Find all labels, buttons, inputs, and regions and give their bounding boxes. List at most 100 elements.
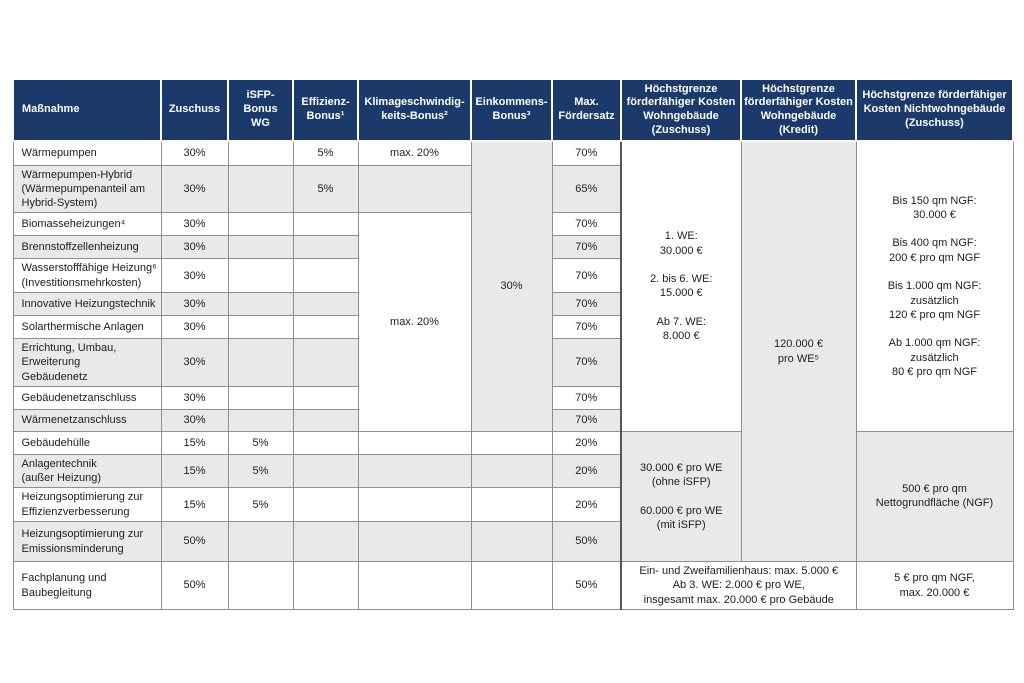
- value-cell: 50%: [551, 561, 622, 610]
- table-row: Wasserstofffähige Heizung⁶ (Investitions…: [12, 258, 1013, 293]
- column-header: Höchstgrenze förderfähiger Kosten Wohnge…: [620, 78, 742, 142]
- empty-cell: [357, 453, 472, 489]
- measure-cell: Wasserstofffähige Heizung⁶ (Investitions…: [12, 258, 162, 293]
- measure-cell: Heizungsoptimierung zur Effizienzverbess…: [12, 487, 162, 523]
- empty-cell: [470, 487, 553, 523]
- empty-cell: [292, 258, 359, 293]
- empty-cell: [357, 521, 472, 563]
- empty-cell: [292, 212, 359, 237]
- column-header: Effizienz- Bonus¹: [292, 78, 359, 142]
- table-row: Heizungsoptimierung zur Emissionsminderu…: [12, 521, 1013, 563]
- value-cell: 1. WE: 30.000 € 2. bis 6. WE: 15.000 € A…: [620, 140, 742, 432]
- table-body: Wärmepumpen 30% 5% max. 20% 30% 70% 1. WE: 30.…: [12, 140, 1014, 610]
- value-cell: 70%: [551, 408, 622, 432]
- measure-cell: Anlagentechnik (außer Heizung): [12, 453, 162, 489]
- value-cell: 30%: [160, 385, 229, 410]
- table-row: Wärmenetzanschluss 30% 70%: [12, 408, 1013, 432]
- value-cell: 70%: [551, 314, 622, 339]
- value-cell: 5%: [227, 487, 294, 523]
- value-cell: 20%: [551, 487, 622, 523]
- value-cell: 30%: [160, 235, 229, 260]
- column-header: Max. Fördersatz: [551, 78, 622, 142]
- value-cell: 30%: [160, 164, 229, 214]
- value-cell: Bis 150 qm NGF: 30.000 € Bis 400 qm NGF:…: [855, 140, 1014, 432]
- column-header: Maßnahme: [12, 78, 162, 142]
- empty-cell: [357, 164, 472, 214]
- empty-cell: [227, 258, 294, 293]
- value-cell: 70%: [551, 212, 622, 237]
- value-cell: 30%: [160, 408, 229, 432]
- value-cell: max. 20%: [357, 140, 472, 166]
- empty-cell: [292, 337, 359, 387]
- value-cell: 20%: [551, 430, 622, 455]
- empty-cell: [357, 430, 472, 455]
- measure-cell: Heizungsoptimierung zur Emissionsminderu…: [12, 521, 162, 563]
- value-cell: 500 € pro qm Nettogrundfläche (NGF): [855, 430, 1014, 563]
- value-cell: 65%: [551, 164, 622, 214]
- measure-cell: Solarthermische Anlagen: [12, 314, 162, 339]
- empty-cell: [227, 408, 294, 432]
- empty-cell: [470, 430, 553, 455]
- empty-cell: [292, 235, 359, 260]
- table-row: Gebäudenetzanschluss 30% 70%: [12, 385, 1013, 410]
- value-cell: 15%: [160, 430, 229, 455]
- empty-cell: [357, 561, 472, 610]
- empty-cell: [227, 164, 294, 214]
- value-cell: 70%: [551, 337, 622, 387]
- column-header: Einkommens- Bonus³: [470, 78, 553, 142]
- empty-cell: [227, 291, 294, 316]
- empty-cell: [292, 487, 359, 523]
- value-cell: 5 € pro qm NGF, max. 20.000 €: [855, 561, 1014, 610]
- value-cell: 70%: [551, 385, 622, 410]
- table-row: Gebäudehülle 15% 5% 20% 30.000 € pro WE (ohn…: [12, 430, 1014, 563]
- empty-cell: [227, 385, 294, 410]
- column-header: Höchstgrenze förderfähiger Kosten Wohnge…: [740, 78, 857, 142]
- header-row: Maßnahme Zuschuss iSFP- Bonus WG Effizienz-…: [12, 78, 1014, 142]
- value-cell: 70%: [551, 291, 622, 316]
- table-row: Errichtung, Umbau, Erweiterung Gebäudene…: [12, 337, 1013, 387]
- value-cell: 30%: [160, 212, 229, 237]
- value-cell: 15%: [160, 487, 229, 523]
- table-row: Biomasseheizungen⁴ 30% max. 20% 70%: [12, 212, 1013, 432]
- value-cell: 15%: [160, 453, 229, 489]
- table-row: Heizungsoptimierung zur Effizienzverbess…: [12, 487, 1013, 523]
- table-row: Wärmepumpen-Hybrid (Wärmepumpenanteil am…: [12, 164, 1013, 214]
- measure-cell: Gebäudehülle: [12, 430, 162, 455]
- value-cell: 30%: [160, 140, 229, 166]
- value-cell: 70%: [551, 140, 622, 166]
- value-cell: 70%: [551, 258, 622, 293]
- value-cell: 5%: [292, 140, 359, 166]
- value-cell: 30%: [470, 140, 553, 432]
- value-cell: 30%: [160, 291, 229, 316]
- measure-cell: Gebäudenetzanschluss: [12, 385, 162, 410]
- table-row: Wärmepumpen 30% 5% max. 20% 30% 70% 1. WE: 30.…: [12, 140, 1014, 563]
- empty-cell: [227, 337, 294, 387]
- value-cell: Ein- und Zweifamilienhaus: max. 5.000 € …: [620, 561, 857, 610]
- empty-cell: [292, 408, 359, 432]
- value-cell: 30%: [160, 337, 229, 387]
- measure-cell: Brennstoffzellenheizung: [12, 235, 162, 260]
- value-cell: 5%: [227, 430, 294, 455]
- column-header: Klimageschwindig- keits-Bonus²: [357, 78, 472, 142]
- empty-cell: [470, 453, 553, 489]
- measure-cell: Wärmepumpen: [12, 140, 162, 166]
- funding-table: Maßnahme Zuschuss iSFP- Bonus WG Effizienz-…: [12, 78, 1014, 610]
- table-row: Fachplanung und Baubegleitung 50% 50% Ein- …: [12, 561, 1014, 610]
- value-cell: 120.000 € pro WE⁵: [740, 140, 857, 563]
- value-cell: 20%: [551, 453, 622, 489]
- column-header: Zuschuss: [160, 78, 229, 142]
- empty-cell: [357, 487, 472, 523]
- measure-cell: Fachplanung und Baubegleitung: [12, 561, 162, 610]
- value-cell: 30%: [160, 314, 229, 339]
- value-cell: 5%: [292, 164, 359, 214]
- empty-cell: [292, 291, 359, 316]
- value-cell: 30%: [160, 258, 229, 293]
- value-cell: 5%: [227, 453, 294, 489]
- measure-cell: Wärmenetzanschluss: [12, 408, 162, 432]
- table-header: Maßnahme Zuschuss iSFP- Bonus WG Effizienz-…: [12, 78, 1014, 142]
- empty-cell: [292, 314, 359, 339]
- measure-cell: Wärmepumpen-Hybrid (Wärmepumpenanteil am…: [12, 164, 162, 214]
- empty-cell: [292, 561, 359, 610]
- empty-cell: [227, 140, 294, 166]
